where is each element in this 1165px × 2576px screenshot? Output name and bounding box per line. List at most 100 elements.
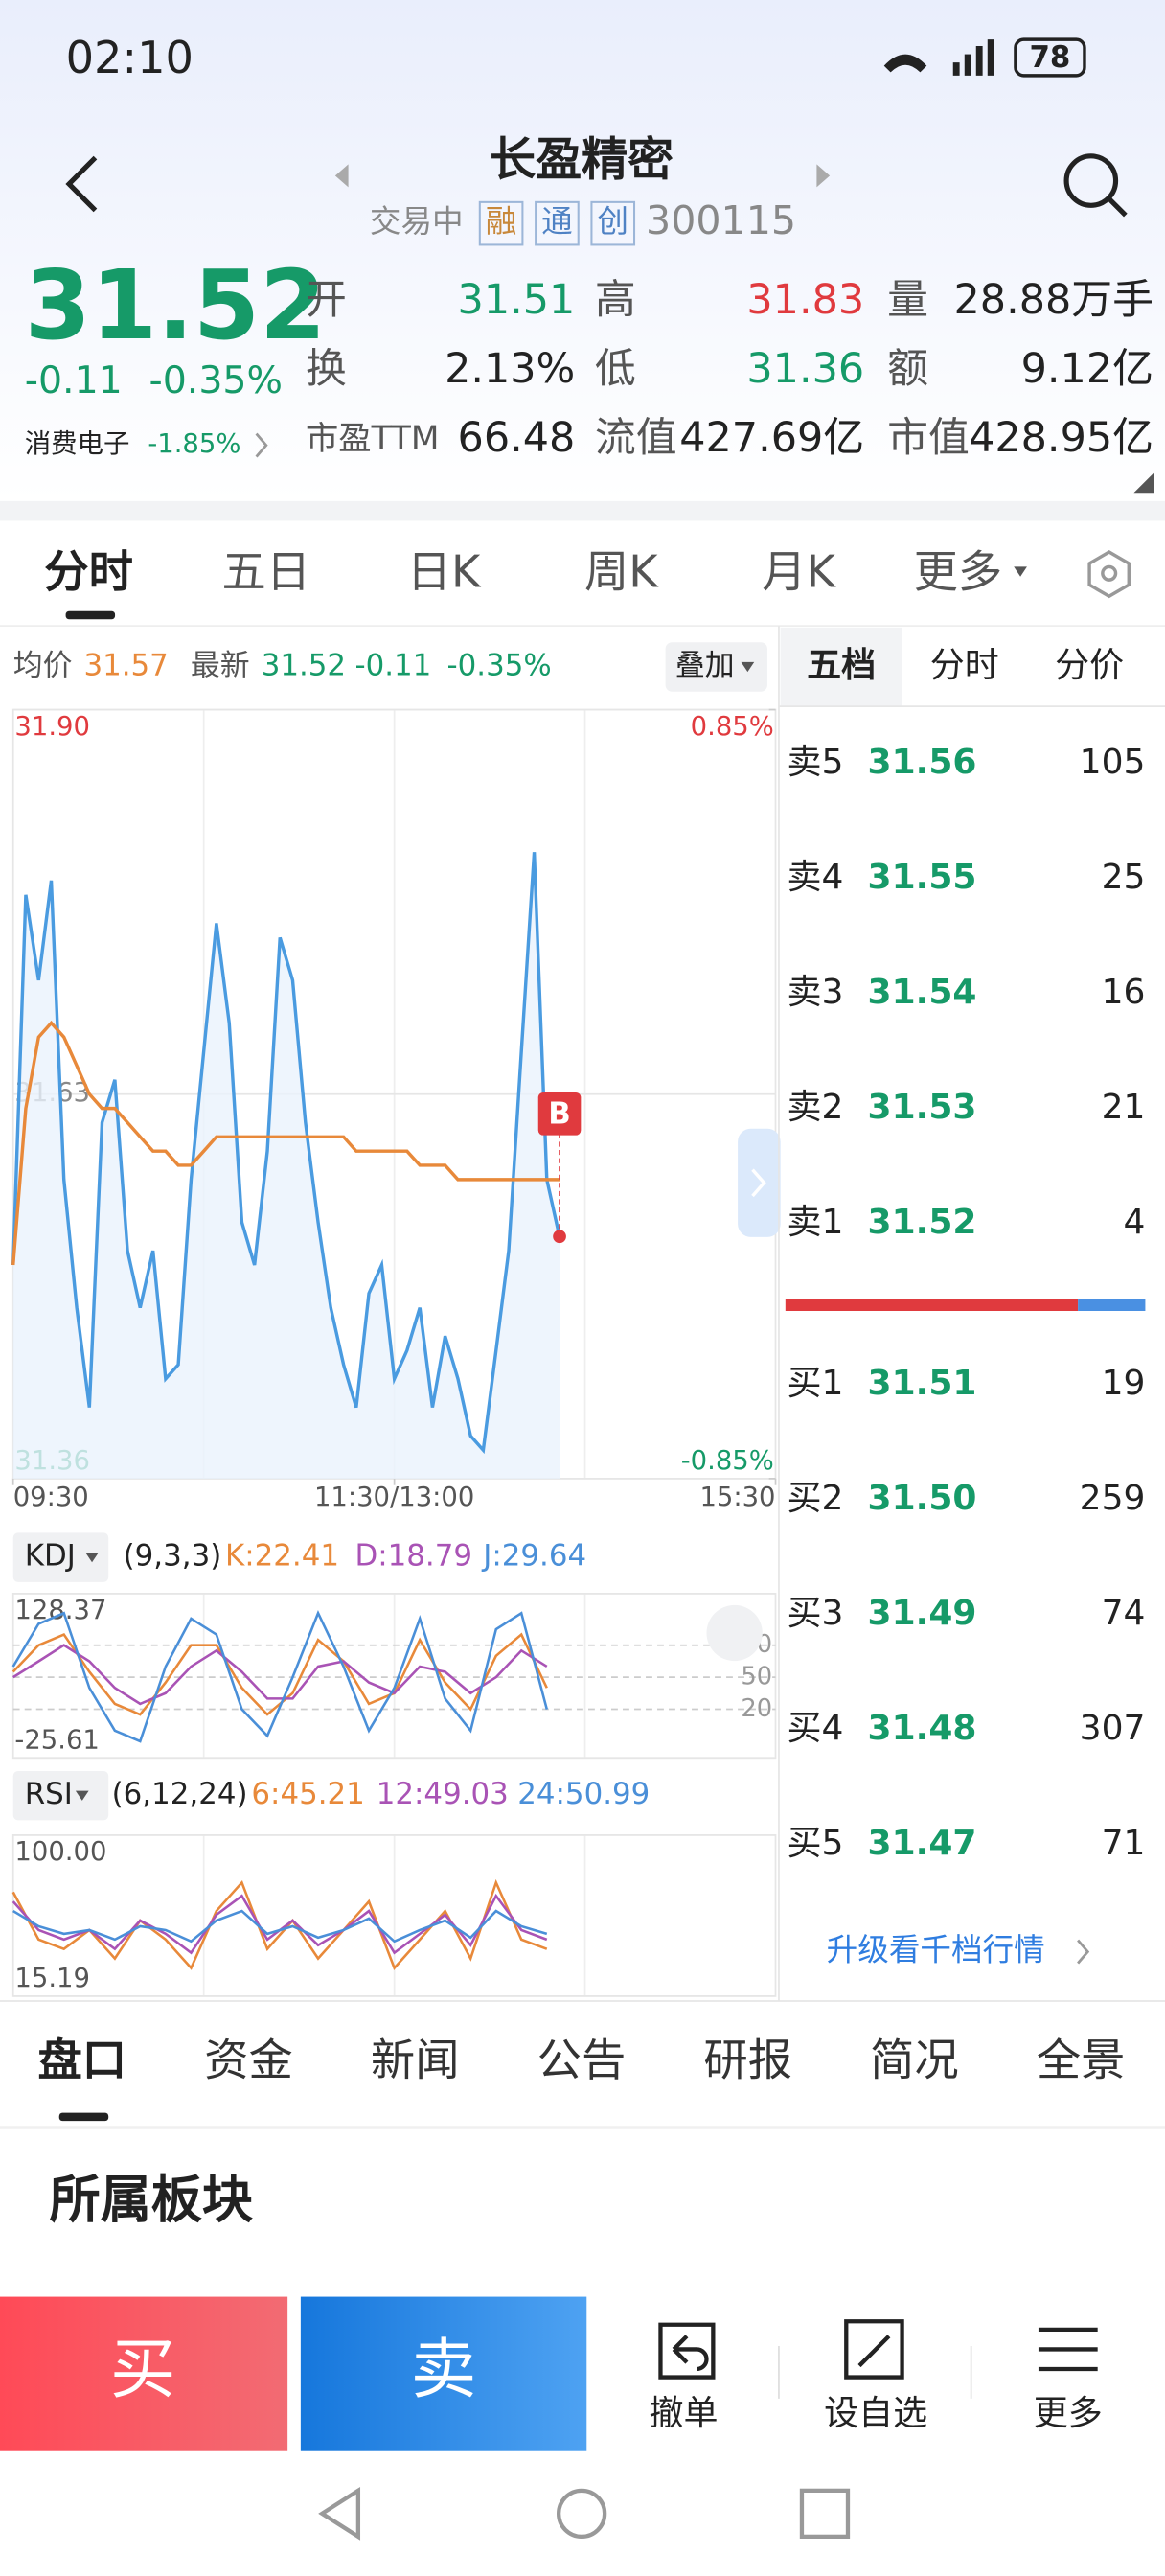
ob-volume: 21 (1102, 1088, 1146, 1127)
chart-settings[interactable] (1087, 550, 1131, 599)
sector-name[interactable]: 消费电子 (25, 429, 130, 459)
ob-price: 31.54 (868, 973, 977, 1012)
upgrade-link[interactable]: 升级看千档行情 (827, 1932, 1045, 1968)
side-toggle[interactable] (738, 1128, 781, 1237)
ob-volume: 259 (1080, 1479, 1146, 1518)
indicator-params: (6,12,24) (112, 1777, 248, 1811)
detail-tab[interactable]: 盘口 (37, 2035, 126, 2086)
ob-volume: 71 (1102, 1824, 1146, 1863)
chart-tab[interactable]: 五日 (222, 546, 311, 598)
detail-tab[interactable]: 研报 (703, 2035, 792, 2086)
ob-price: 31.48 (868, 1709, 977, 1748)
detail-tab[interactable]: 简况 (870, 2035, 959, 2086)
watchlist-icon[interactable] (844, 2319, 904, 2380)
next-stock[interactable] (816, 164, 831, 188)
more-icon[interactable] (1038, 2327, 1098, 2372)
action-label[interactable]: 设自选 (824, 2394, 927, 2433)
chart-tab[interactable]: 日K (407, 546, 482, 598)
ob-level: 卖5 (788, 743, 844, 782)
stat-label: 市盈TTM (306, 420, 439, 458)
avg-label: 均价 (13, 649, 73, 683)
ob-tab[interactable]: 分价 (1055, 646, 1124, 685)
back-button[interactable] (65, 155, 98, 213)
upgrade-arrow[interactable] (1077, 1939, 1090, 1965)
tag: 通 (541, 203, 573, 240)
ob-price: 31.49 (868, 1594, 977, 1633)
series-line (11, 1610, 549, 1743)
cancel-icon[interactable] (658, 2322, 716, 2380)
sector-arrow[interactable] (255, 432, 268, 458)
overlay-label[interactable]: 叠加 (675, 649, 735, 683)
change-pct-small: -0.35% (447, 649, 552, 683)
stat-value: 2.13% (445, 345, 575, 393)
stat-label: 换 (306, 345, 347, 393)
y-tick-label: 100.00 (14, 1837, 106, 1867)
chart-tab[interactable]: 更多 (914, 546, 1003, 598)
series-line (11, 1878, 548, 1970)
indicator-select[interactable] (12, 1771, 109, 1821)
chart-tab[interactable]: 月K (762, 546, 836, 598)
indicator-params: (9,3,3) (124, 1539, 222, 1574)
marker-box (537, 1092, 582, 1136)
sell-button[interactable] (300, 2296, 587, 2451)
search-button[interactable] (1063, 153, 1128, 218)
ob-volume: 307 (1080, 1709, 1146, 1748)
stat-value: 31.36 (746, 345, 864, 393)
bid-ask-bar-sell (785, 1300, 1079, 1311)
detail-tab[interactable]: 新闻 (371, 2035, 460, 2086)
y2-tick-label: 0.85% (691, 712, 774, 742)
detail-tab[interactable]: 全景 (1037, 2035, 1126, 2086)
sell-label[interactable]: 卖 (411, 2332, 477, 2408)
divider (0, 2126, 1165, 2129)
series-line (12, 1644, 548, 1706)
chart-tab[interactable]: 周K (584, 546, 659, 598)
action-label[interactable]: 撤单 (649, 2394, 718, 2433)
detail-tab[interactable]: 资金 (204, 2035, 293, 2086)
price-change-pct: -0.35% (148, 358, 283, 402)
fullscreen-button[interactable] (706, 1604, 763, 1662)
stat-label: 低 (595, 345, 636, 393)
stat-label: 流值 (595, 414, 677, 462)
divider (0, 500, 1165, 521)
ob-tab[interactable]: 五档 (807, 646, 876, 685)
ob-level: 买4 (788, 1709, 844, 1748)
ref-tick-label: 50 (741, 1663, 772, 1691)
series-line (11, 1020, 560, 1266)
indicator-name[interactable]: RSI (25, 1777, 73, 1811)
ob-volume: 4 (1124, 1203, 1146, 1242)
ob-volume: 25 (1102, 858, 1146, 897)
ob-level: 买5 (788, 1824, 844, 1863)
ob-tab[interactable]: 分时 (930, 646, 999, 685)
ob-price: 31.50 (868, 1479, 977, 1518)
stat-value: 428.95亿 (969, 414, 1154, 462)
chart-tab[interactable]: 分时 (44, 546, 133, 598)
indicator-select[interactable] (12, 1532, 109, 1582)
indicator-name[interactable]: KDJ (25, 1539, 76, 1574)
stat-label: 开 (306, 276, 347, 324)
more-caret (1014, 566, 1027, 577)
x-tick-label: 15:30 (699, 1483, 775, 1512)
tag-box (590, 200, 636, 246)
ref-tick-label: 20 (741, 1694, 772, 1723)
ob-level: 卖4 (788, 858, 844, 897)
stat-label: 额 (887, 345, 928, 393)
side-arrow (751, 1168, 766, 1198)
stat-label: 高 (595, 276, 636, 324)
overlay-button[interactable] (665, 642, 767, 692)
last-label: 最新 (191, 649, 250, 683)
ob-level: 买1 (788, 1364, 844, 1403)
tag: 融 (486, 203, 517, 240)
ob-price: 31.52 (868, 1203, 977, 1242)
tag-box (478, 200, 524, 246)
stat-value: 31.51 (458, 276, 576, 324)
bid-ask-bar-buy (1078, 1300, 1146, 1311)
buy-label[interactable]: 买 (110, 2332, 176, 2408)
detail-tab[interactable]: 公告 (537, 2035, 627, 2086)
indicator-caret (75, 1790, 89, 1801)
legend-entry: 24:50.99 (517, 1777, 650, 1811)
sector-change[interactable]: -1.85% (148, 429, 240, 459)
prev-stock[interactable] (334, 164, 349, 188)
action-label[interactable]: 更多 (1034, 2394, 1103, 2433)
buy-button[interactable] (0, 2296, 288, 2451)
tag-box (535, 200, 580, 246)
